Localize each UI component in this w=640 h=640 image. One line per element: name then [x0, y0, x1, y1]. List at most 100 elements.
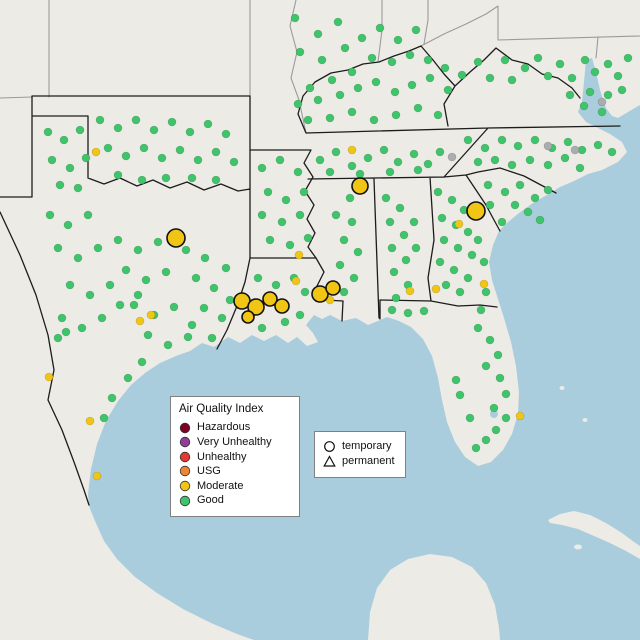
station-dot-good [347, 217, 357, 227]
station-dot-good [485, 200, 495, 210]
station-dot-good [403, 308, 413, 318]
station-dot-good [263, 187, 273, 197]
hazardous-swatch-icon [179, 422, 191, 433]
station-dot-good [473, 323, 483, 333]
station-dot-good [515, 180, 525, 190]
station-dot-good [143, 330, 153, 340]
station-dot-good [409, 149, 419, 159]
station-dot-good [520, 63, 530, 73]
station-dot-good [253, 273, 263, 283]
station-dot-good [163, 340, 173, 350]
station-dot-good [121, 265, 131, 275]
station-dot-good [133, 290, 143, 300]
station-dot-good [413, 103, 423, 113]
station-dots [43, 13, 633, 481]
station-dot-good [395, 203, 405, 213]
station-dot-good [281, 195, 291, 205]
station-dot-good [141, 275, 151, 285]
station-dot-good [203, 119, 213, 129]
station-dot-good [393, 157, 403, 167]
station-dot-good [285, 240, 295, 250]
station-dot-good [480, 143, 490, 153]
station-dot-good [207, 333, 217, 343]
station-dot-good [555, 59, 565, 69]
station-dot-good [187, 173, 197, 183]
station-dot-good [183, 332, 193, 342]
station-dot-good [77, 323, 87, 333]
station-dot-good [347, 107, 357, 117]
station-dot-good [229, 157, 239, 167]
station-dot-good [65, 163, 75, 173]
aqi-legend-item-unhealthy: Unhealthy [179, 451, 291, 464]
station-dot-moderate-temporary [247, 298, 265, 316]
station-type-item-temporary: temporary [323, 440, 395, 453]
aqi-legend-item-very-unhealthy: Very Unhealthy [179, 436, 291, 449]
station-dot-good [105, 280, 115, 290]
station-dot-good [501, 389, 511, 399]
station-dot-good [390, 87, 400, 97]
station-dot-good [471, 443, 481, 453]
station-dot-good [335, 90, 345, 100]
station-dot-good [299, 187, 309, 197]
aqi-legend-label: USG [197, 465, 221, 478]
station-dot-good [193, 155, 203, 165]
station-dot-good [493, 350, 503, 360]
station-dot-good [560, 153, 570, 163]
station-dot-good [257, 210, 267, 220]
station-dot-good [585, 87, 595, 97]
very-unhealthy-swatch-icon [179, 436, 191, 448]
station-dot-good [113, 123, 123, 133]
station-dot-good [185, 127, 195, 137]
station-dot-good [265, 235, 275, 245]
station-dot-good [367, 53, 377, 63]
station-dot-good [391, 293, 401, 303]
station-dot-good [513, 141, 523, 151]
station-dot-good [313, 29, 323, 39]
station-dot-good [221, 263, 231, 273]
station-dot-good [617, 85, 627, 95]
station-dot-good [411, 243, 421, 253]
station-dot-no-data [570, 145, 580, 155]
station-dot-good [597, 107, 607, 117]
station-dot-good [303, 115, 313, 125]
station-dot-good [75, 125, 85, 135]
station-dot-good [543, 185, 553, 195]
station-dot-good [495, 373, 505, 383]
station-dot-good [211, 175, 221, 185]
permanent-triangle-icon [323, 455, 336, 467]
station-dot-good [277, 217, 287, 227]
station-dot-good [391, 110, 401, 120]
station-dot-good [347, 161, 357, 171]
station-dot-good [103, 143, 113, 153]
station-dot-good [563, 137, 573, 147]
station-dot-good [317, 55, 327, 65]
station-dot-good [387, 243, 397, 253]
station-dot-moderate [135, 316, 145, 326]
station-dot-good [399, 230, 409, 240]
aqi-legend-label: Good [197, 494, 224, 507]
station-dot-good [543, 160, 553, 170]
station-dot-good [401, 255, 411, 265]
station-dot-good [305, 83, 315, 93]
station-dot-good [590, 67, 600, 77]
station-dot-good [423, 159, 433, 169]
station-dot-good [63, 220, 73, 230]
station-dot-good [303, 233, 313, 243]
station-dot-good [439, 235, 449, 245]
station-dot-moderate-temporary [241, 310, 255, 324]
station-dot-good [375, 23, 385, 33]
station-dot-good [497, 135, 507, 145]
station-dot-good [95, 115, 105, 125]
station-dot-good [473, 157, 483, 167]
station-dot-good [473, 57, 483, 67]
station-dot-good [300, 287, 310, 297]
station-dot-good [57, 313, 67, 323]
station-dot-good [353, 83, 363, 93]
station-dot-good [455, 390, 465, 400]
station-dot-moderate [405, 286, 415, 296]
isle-of-youth-island [574, 544, 582, 550]
station-type-label: permanent [342, 455, 395, 468]
station-dot-good [221, 129, 231, 139]
station-dot-good [575, 163, 585, 173]
